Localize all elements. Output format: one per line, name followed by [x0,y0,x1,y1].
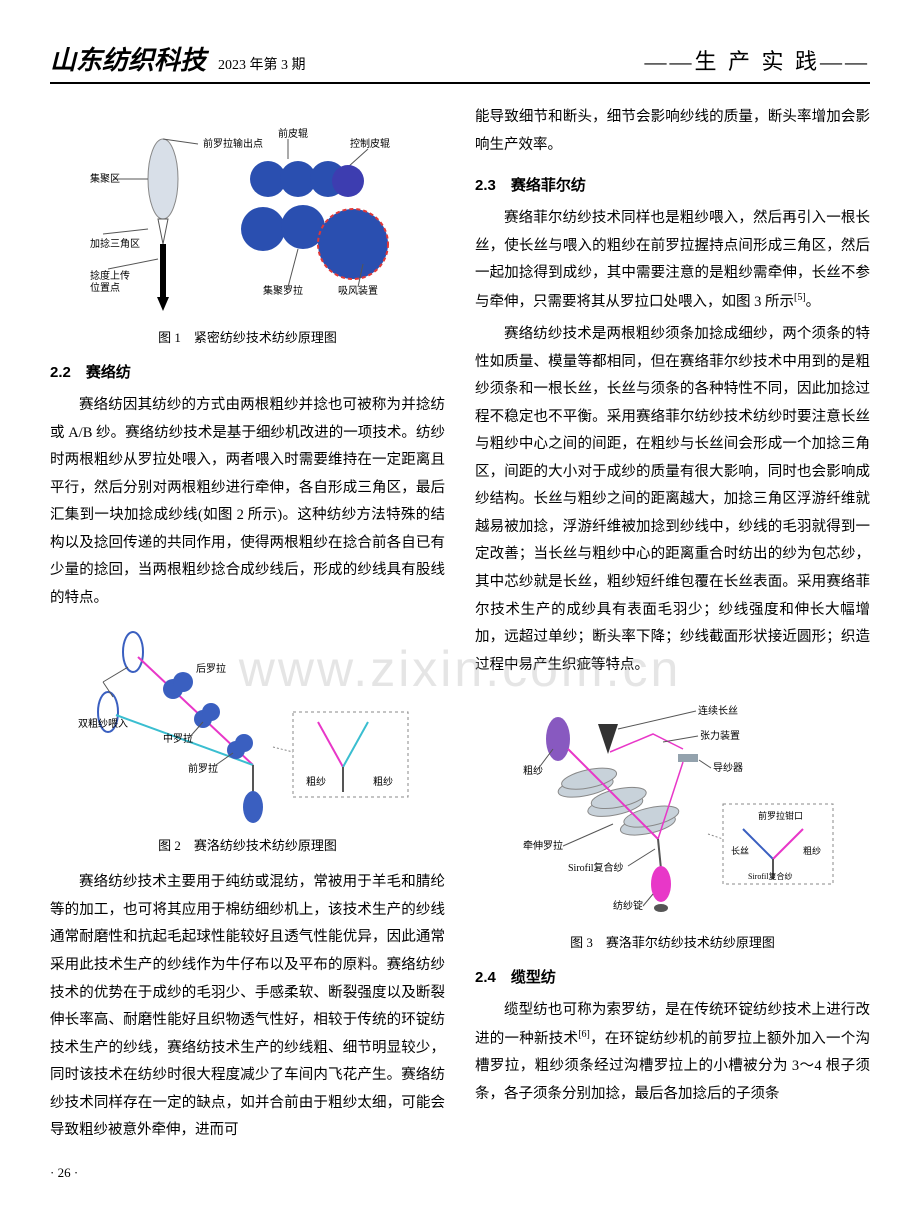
para-2-2-2: 赛络纺纱技术主要用于纯纺或混纺，常被用于羊毛和腈纶等的加工，也可将其应用于棉纺细… [50,869,445,1144]
fig3-label-7: 纺纱锭 [613,899,643,912]
issue-info: 2023 年第 3 期 [218,54,306,74]
para-2-3-1-end: 。 [806,294,821,310]
para-2-3-2: 赛络纺纱技术是两根粗纱须条加捻成细纱，两个须条的特性如质量、模量等都相同，但在赛… [475,321,870,679]
fig3-label-4: 导纱器 [713,762,743,774]
para-cont: 能导致细节和断头，细节会影响纱线的质量，断头率增加会影响生产效率。 [475,104,870,159]
right-column: 能导致细节和断头，细节会影响纱线的质量，断头率增加会影响生产效率。 2.3 赛络… [475,104,870,1181]
page-header: 山东纺织科技 2023 年第 3 期 生 产 实 践 [50,40,870,84]
fig3-label-3: 张力装置 [700,729,740,742]
fig1-label-3: 加捻三角区 [90,237,140,250]
fig1-label-2: 集聚区 [90,172,120,185]
fig3-caption: 图 3 赛洛菲尔纺纱技术纺纱原理图 [475,932,870,951]
ref-6: [6] [578,1029,590,1040]
fig2-label-4: 前罗拉 [188,762,218,775]
fig1-label-4b: 位置点 [90,281,120,294]
fig1-label-1: 前罗拉输出点 [203,137,263,150]
para-2-2-1: 赛络纺因其纺纱的方式由两根粗纱并捻也可被称为并捻纺或 A/B 纱。赛络纺纱技术是… [50,392,445,612]
header-left: 山东纺织科技 2023 年第 3 期 [50,40,306,77]
fig1-label-6: 控制皮辊 [350,137,390,150]
fig2-label-2: 后罗拉 [196,662,226,675]
heading-2-3: 2.3 赛络菲尔纺 [475,174,870,195]
fig3-label-9: 长丝 [731,845,749,856]
fig3-label-10: 粗纱 [803,845,821,856]
figure-1: 前罗拉输出点 集聚区 加捻三角区 捻度上传 位置点 前皮辊 控制皮辊 [50,119,445,346]
fig2-label-5a: 粗纱 [306,776,326,788]
fig3-label-2: 连续长丝 [698,704,738,717]
figure-2: 双粗纱喂入 后罗拉 中罗拉 前罗拉 [50,627,445,854]
fig3-label-6: Sirofil复合纱 [568,861,624,874]
fig3-label-5: 牵伸罗拉 [523,839,563,852]
para-2-4-1: 缆型纺也可称为索罗纺，是在传统环锭纺纱技术上进行改进的一种新技术[6]，在环锭纺… [475,997,870,1108]
para-2-3-1: 赛络菲尔纺纱技术同样也是粗纱喂入，然后再引入一根长丝，使长丝与喂入的粗纱在前罗拉… [475,205,870,316]
heading-2-4: 2.4 缆型纺 [475,966,870,987]
fig2-label-5b: 粗纱 [373,776,393,788]
section-name: 生 产 实 践 [644,44,870,76]
fig2-svg: 双粗纱喂入 后罗拉 中罗拉 前罗拉 [78,627,418,827]
fig1-label-4a: 捻度上传 [90,269,130,282]
page-number: · 26 · [50,1165,445,1181]
fig1-svg: 前罗拉输出点 集聚区 加捻三角区 捻度上传 位置点 前皮辊 控制皮辊 [88,119,408,319]
fig1-caption: 图 1 紧密纺纱技术纺纱原理图 [50,327,445,346]
fig3-label-8: 前罗拉钳口 [758,810,803,821]
fig3-svg: 粗纱 连续长丝 张力装置 导纱器 [503,694,843,924]
fig1-label-5: 前皮辊 [278,127,308,140]
fig2-label-1: 双粗纱喂入 [78,718,128,730]
fig3-label-6b: Sirofil复合纱 [748,871,792,881]
left-column: 前罗拉输出点 集聚区 加捻三角区 捻度上传 位置点 前皮辊 控制皮辊 [50,104,445,1181]
ref-5: [5] [794,292,806,303]
figure-3: 粗纱 连续长丝 张力装置 导纱器 [475,694,870,951]
fig1-label-7: 集聚罗拉 [263,284,303,297]
content-area: 前罗拉输出点 集聚区 加捻三角区 捻度上传 位置点 前皮辊 控制皮辊 [50,104,870,1181]
heading-2-2: 2.2 赛络纺 [50,361,445,382]
fig2-caption: 图 2 赛洛纺纱技术纺纱原理图 [50,835,445,854]
journal-name: 山东纺织科技 [50,40,206,77]
